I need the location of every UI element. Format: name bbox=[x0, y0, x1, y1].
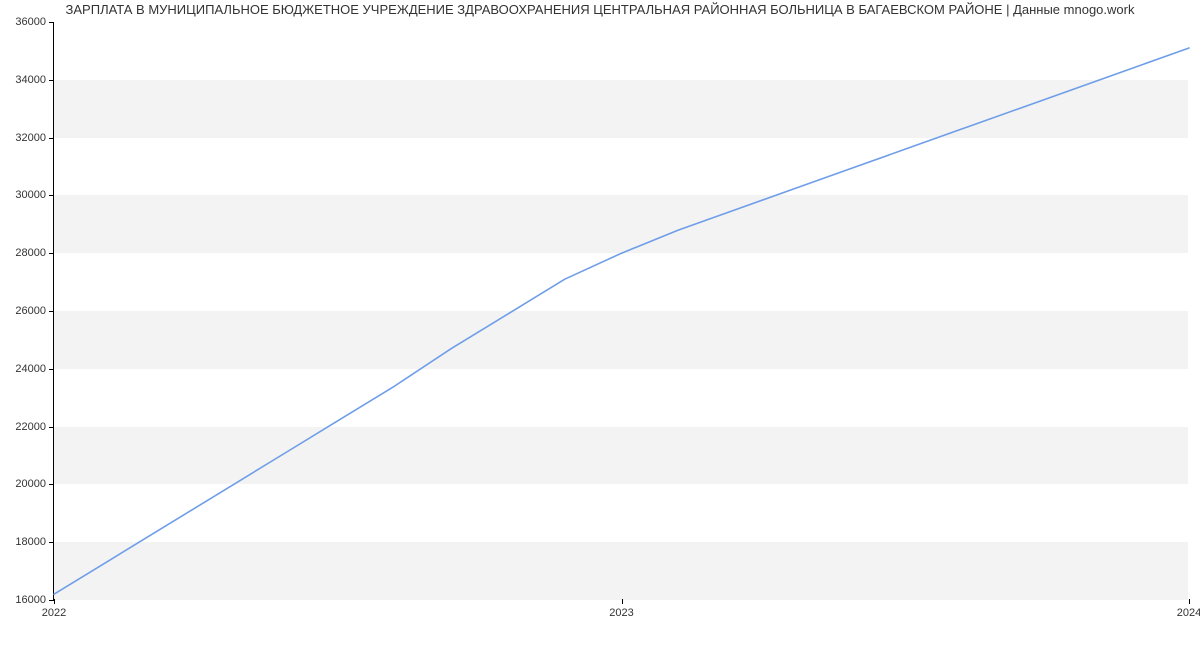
chart-title: ЗАРПЛАТА В МУНИЦИПАЛЬНОЕ БЮДЖЕТНОЕ УЧРЕЖ… bbox=[0, 2, 1200, 17]
salary-chart: ЗАРПЛАТА В МУНИЦИПАЛЬНОЕ БЮДЖЕТНОЕ УЧРЕЖ… bbox=[0, 0, 1200, 650]
x-tick-mark bbox=[1189, 599, 1190, 604]
line-layer bbox=[54, 22, 1189, 600]
plot-area: 1600018000200002200024000260002800030000… bbox=[53, 22, 1188, 600]
series-line bbox=[54, 48, 1189, 594]
